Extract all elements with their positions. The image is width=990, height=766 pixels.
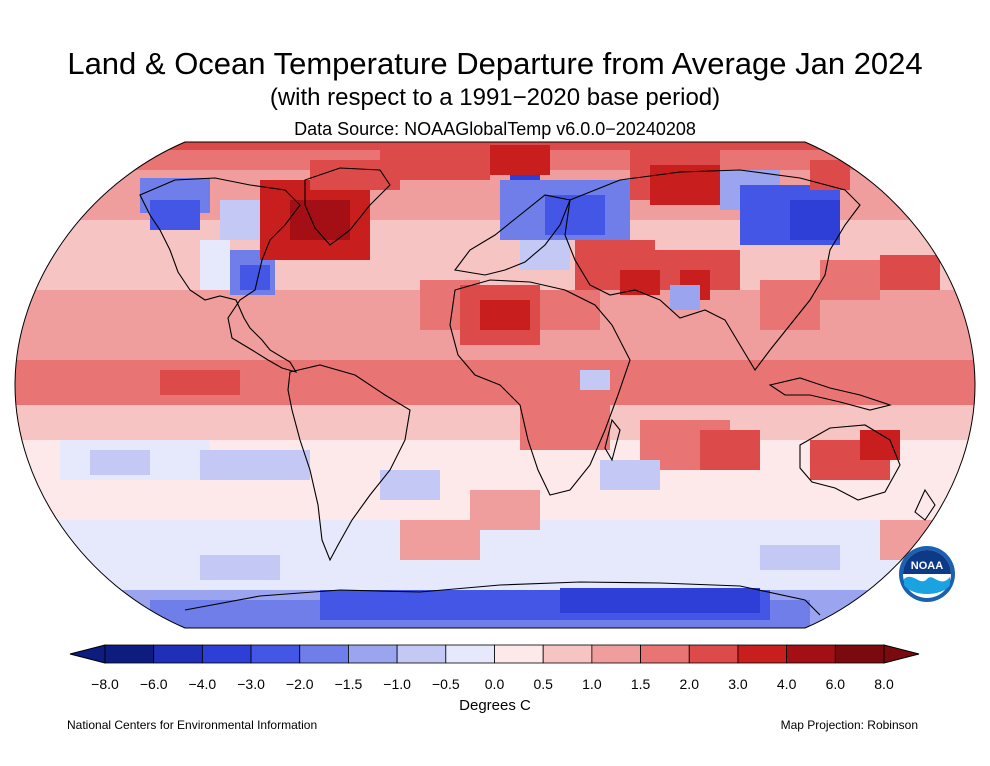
colorbar-box-8 bbox=[494, 644, 544, 664]
colorbar-box-3 bbox=[250, 644, 301, 664]
colorbar-tick-label: 4.0 bbox=[777, 676, 797, 692]
colorbar-box-7 bbox=[445, 644, 495, 664]
colorbar-tick-label: 1.0 bbox=[582, 676, 602, 692]
colorbar-tick-label: −0.5 bbox=[432, 676, 460, 692]
colorbar-box-0 bbox=[104, 644, 155, 664]
colorbar-tick-label: 2.0 bbox=[680, 676, 700, 692]
anomaly-patch-25 bbox=[620, 270, 660, 295]
colorbar-tick-label: −3.0 bbox=[237, 676, 265, 692]
anomaly-patch-47 bbox=[270, 535, 390, 575]
anomaly-patch-4 bbox=[240, 265, 270, 290]
map-title: Land & Ocean Temperature Departure from … bbox=[67, 46, 923, 81]
colorbar-tick-label: −6.0 bbox=[140, 676, 168, 692]
legend-unit-label: Degrees C bbox=[459, 697, 531, 714]
anomaly-patch-32 bbox=[880, 255, 940, 290]
footer-credit: National Centers for Environmental Infor… bbox=[67, 718, 318, 732]
australia-coastline bbox=[799, 424, 901, 501]
coastlines bbox=[139, 167, 936, 616]
north-america-coastline bbox=[139, 177, 301, 373]
anomaly-patch-34 bbox=[160, 370, 240, 395]
data-source: Data Source: NOAAGlobalTemp v6.0.0−20240… bbox=[294, 119, 696, 139]
anomaly-patch-29 bbox=[540, 290, 600, 330]
anomaly-patch-35 bbox=[380, 380, 440, 405]
colorbar-tick-label: −1.0 bbox=[383, 676, 411, 692]
colorbar-box-2 bbox=[201, 644, 252, 664]
greenland-coastline bbox=[304, 167, 391, 246]
anomaly-patch-45 bbox=[600, 460, 660, 490]
noaa-logo-text: NOAA bbox=[911, 560, 943, 572]
colorbar-arrow-left bbox=[69, 644, 106, 664]
anomaly-patch-10 bbox=[490, 145, 550, 175]
antarctica-coastline bbox=[184, 581, 821, 616]
colorbar-box-5 bbox=[348, 644, 398, 664]
colorbar-tick-label: 0.0 bbox=[485, 676, 505, 692]
colorbar-tick-label: −1.5 bbox=[335, 676, 363, 692]
footer-projection: Map Projection: Robinson bbox=[780, 718, 918, 732]
anomaly-patch-52 bbox=[560, 588, 760, 613]
anomaly-patch-53 bbox=[400, 520, 480, 560]
map-outline bbox=[14, 141, 976, 629]
anomaly-patch-44 bbox=[200, 450, 310, 480]
colorbar-tick-label: 8.0 bbox=[874, 676, 894, 692]
anomaly-patch-20 bbox=[810, 160, 850, 190]
colorbar-tick-label: −8.0 bbox=[91, 676, 119, 692]
anomaly-patch-5 bbox=[200, 240, 230, 290]
indonesia-coastline bbox=[768, 377, 892, 411]
anomaly-patch-9 bbox=[380, 150, 490, 180]
anomaly-patch-54 bbox=[470, 490, 540, 530]
colorbar-tick-label: 6.0 bbox=[826, 676, 846, 692]
anomaly-patch-46 bbox=[380, 470, 440, 500]
anomaly-patch-49 bbox=[760, 545, 840, 570]
latitude-band-6 bbox=[15, 405, 975, 440]
noaa-logo-icon: NOAA bbox=[899, 546, 955, 602]
anomaly-patch-30 bbox=[760, 280, 820, 330]
anomaly-patch-39 bbox=[700, 430, 760, 470]
colorbar-box-6 bbox=[396, 644, 447, 664]
colorbar-box-15 bbox=[834, 644, 885, 664]
colorbar-box-10 bbox=[591, 644, 641, 664]
anomaly-patch-1 bbox=[150, 200, 200, 230]
anomaly-patch-48 bbox=[200, 555, 280, 580]
colorbar-tick-label: −2.0 bbox=[286, 676, 314, 692]
south-america-coastline bbox=[287, 364, 411, 562]
anomaly-patch-2 bbox=[220, 200, 260, 240]
colorbar-box-14 bbox=[786, 644, 836, 664]
colorbar-box-4 bbox=[299, 644, 349, 664]
anomaly-patch-43 bbox=[90, 450, 150, 475]
anomaly-patch-24 bbox=[670, 285, 700, 310]
anomaly-patch-28 bbox=[480, 300, 530, 330]
madagascar-coastline bbox=[604, 418, 621, 462]
colorbar-box-1 bbox=[153, 644, 203, 664]
africa-coastline bbox=[449, 279, 631, 496]
asia-coastline bbox=[564, 169, 861, 371]
colorbar-tick-label: 3.0 bbox=[728, 676, 748, 692]
anomaly-patch-31 bbox=[820, 260, 880, 300]
colorbar-box-13 bbox=[737, 644, 788, 664]
colorbar-box-12 bbox=[688, 644, 739, 664]
europe-coastline bbox=[454, 194, 571, 276]
colorbar-arrow-right bbox=[883, 644, 920, 664]
anomaly-patch-36 bbox=[580, 370, 610, 390]
colorbar-tick-label: 1.5 bbox=[631, 676, 651, 692]
colorbar-tick-label: −4.0 bbox=[189, 676, 217, 692]
colorbar-box-11 bbox=[640, 644, 690, 664]
anomaly-patch-19 bbox=[790, 200, 840, 240]
map-subtitle: (with respect to a 1991−2020 base period… bbox=[269, 84, 721, 111]
anomaly-patch-37 bbox=[520, 400, 610, 450]
colorbar-box-9 bbox=[542, 644, 593, 664]
new-zealand-coastline bbox=[914, 488, 936, 521]
anomaly-patch-41 bbox=[860, 430, 900, 460]
colorbar-tick-label: 0.5 bbox=[533, 676, 553, 692]
anomaly-patches bbox=[25, 145, 950, 628]
anomaly-patch-13 bbox=[545, 195, 605, 235]
